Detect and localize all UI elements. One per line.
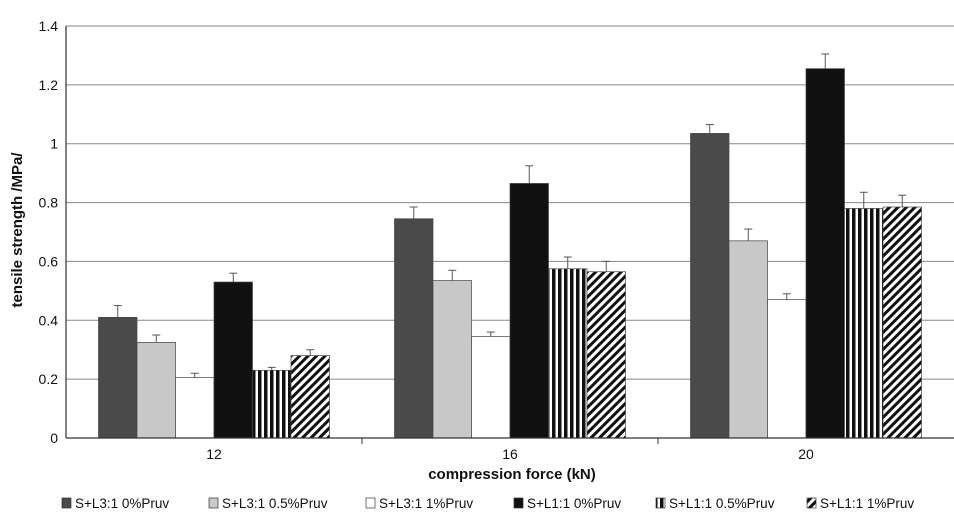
y-tick-label: 1 <box>50 136 58 152</box>
x-tick-label: 12 <box>206 446 222 462</box>
x-tick-labels: 12 16 20 <box>206 446 814 462</box>
legend-label: S+L1:1 0.5%Pruv <box>669 496 775 511</box>
bar <box>690 133 730 439</box>
y-tick-label: 0.6 <box>39 253 59 269</box>
y-tick-label: 1.4 <box>39 18 59 34</box>
y-tick-label: 0 <box>50 430 58 446</box>
bar <box>548 268 588 439</box>
bar <box>767 299 807 439</box>
bar <box>175 377 215 439</box>
legend-label: S+L1:1 1%Pruv <box>820 496 914 511</box>
legend-label: S+L3:1 0%Pruv <box>75 496 169 511</box>
legend-swatch <box>208 497 219 509</box>
bar <box>290 355 330 439</box>
y-tick-labels: 0 0.2 0.4 0.6 0.8 1 1.2 1.4 <box>39 18 59 446</box>
y-tick-label: 0.2 <box>39 371 59 387</box>
bars-group <box>98 53 922 439</box>
legend-swatch <box>806 497 817 509</box>
y-tick-label: 0.4 <box>39 312 59 328</box>
bar <box>805 68 845 439</box>
bar <box>509 183 549 439</box>
bar <box>394 218 434 439</box>
legend-label: S+L3:1 1%Pruv <box>379 496 473 511</box>
bar <box>213 281 253 439</box>
bar <box>844 208 884 439</box>
bar <box>432 280 472 439</box>
legend-swatch <box>655 497 666 509</box>
y-tick-label: 0.8 <box>39 195 59 211</box>
bar <box>252 369 292 439</box>
legend-label: S+L3:1 0.5%Pruv <box>222 496 328 511</box>
axes <box>65 26 954 444</box>
x-tick-label: 16 <box>502 446 518 462</box>
legend-swatch <box>61 497 72 509</box>
legend-swatch <box>365 497 376 509</box>
y-axis-title: tensile strength /MPa/ <box>9 152 26 308</box>
legend: S+L3:1 0%Pruv S+L3:1 0.5%Pruv S+L3:1 1%Pru… <box>61 496 914 511</box>
bar <box>882 206 922 439</box>
bar <box>136 342 176 439</box>
legend-swatch <box>513 497 524 509</box>
bar <box>471 336 511 439</box>
x-tick-label: 20 <box>798 446 814 462</box>
x-axis-title: compression force (kN) <box>428 466 596 483</box>
bar <box>586 271 626 439</box>
y-tick-label: 1.2 <box>39 77 59 93</box>
bar <box>98 316 138 439</box>
legend-label: S+L1:1 0%Pruv <box>527 496 621 511</box>
bar <box>728 240 768 439</box>
